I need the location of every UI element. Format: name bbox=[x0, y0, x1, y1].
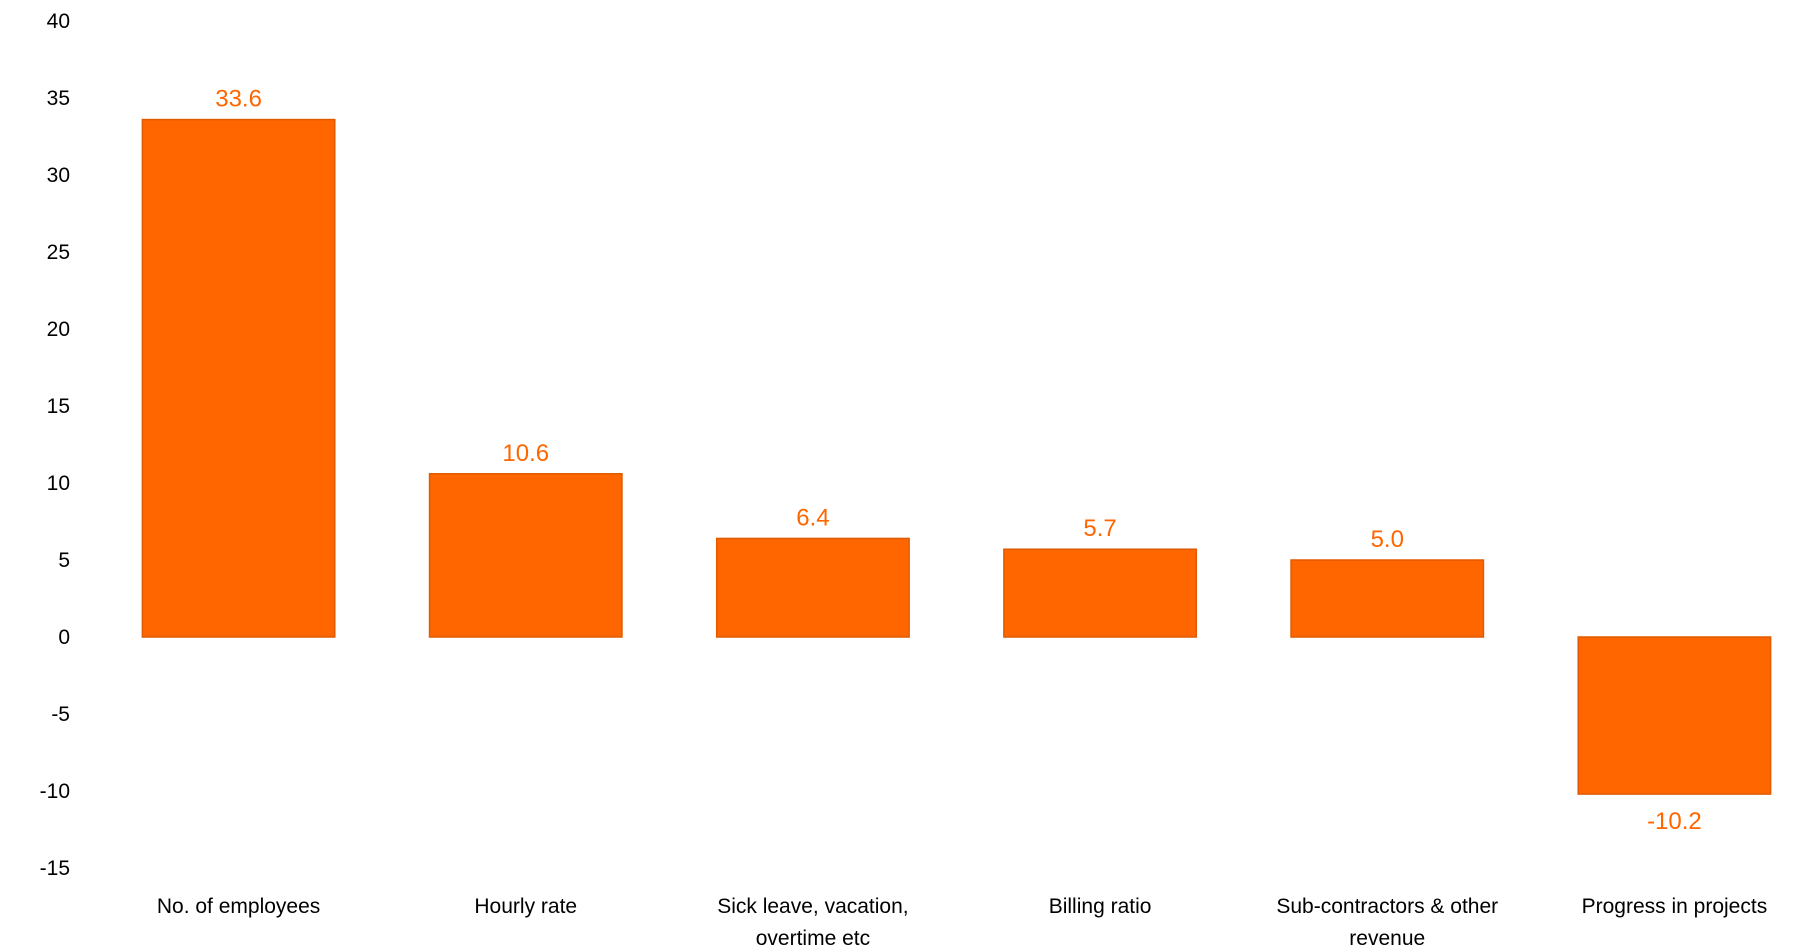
bar bbox=[1003, 548, 1198, 638]
category-label: No. of employees bbox=[157, 895, 320, 918]
y-tick-label: -15 bbox=[40, 857, 70, 880]
category-label: Sub-contractors & other revenue bbox=[1276, 895, 1498, 949]
y-tick-label: -10 bbox=[40, 780, 70, 803]
data-label: 5.0 bbox=[1371, 526, 1404, 553]
y-tick-label: 35 bbox=[47, 87, 70, 110]
data-label: 33.6 bbox=[215, 86, 262, 113]
bar bbox=[141, 118, 336, 638]
category-label: Hourly rate bbox=[474, 895, 577, 918]
data-label: 5.7 bbox=[1083, 515, 1116, 542]
y-tick-label: 25 bbox=[47, 241, 70, 264]
category-label-line: Sub-contractors & other bbox=[1276, 895, 1498, 918]
y-tick-label: 30 bbox=[47, 164, 70, 187]
bar bbox=[1577, 636, 1772, 795]
category-label-line: Sick leave, vacation, bbox=[717, 895, 908, 918]
category-label: Billing ratio bbox=[1049, 895, 1152, 918]
y-tick-label: 0 bbox=[58, 626, 70, 649]
bars bbox=[141, 118, 1772, 795]
category-label-line: Billing ratio bbox=[1049, 895, 1152, 918]
bar bbox=[1290, 559, 1485, 638]
y-tick-label: 10 bbox=[47, 472, 70, 495]
bar bbox=[715, 537, 910, 638]
y-axis: 40 35 30 25 20 15 10 5 0 -5 -10 -15 bbox=[40, 10, 70, 880]
data-label: 10.6 bbox=[502, 440, 549, 467]
category-label-line: overtime etc bbox=[756, 927, 870, 949]
bar bbox=[428, 473, 623, 638]
data-label: -10.2 bbox=[1647, 808, 1702, 835]
y-tick-label: 40 bbox=[47, 10, 70, 33]
y-tick-label: -5 bbox=[51, 703, 70, 726]
category-label-line: revenue bbox=[1349, 927, 1425, 949]
y-tick-label: 5 bbox=[58, 549, 70, 572]
category-label: Progress in projects bbox=[1582, 895, 1768, 918]
data-labels: 33.6 10.6 6.4 5.7 5.0 -10.2 bbox=[215, 86, 1702, 836]
category-label: Sick leave, vacation, overtime etc bbox=[717, 895, 908, 949]
category-label-line: Hourly rate bbox=[474, 895, 577, 918]
category-label-line: Progress in projects bbox=[1582, 895, 1768, 918]
category-label-line: No. of employees bbox=[157, 895, 320, 918]
data-label: 6.4 bbox=[796, 504, 829, 531]
y-tick-label: 20 bbox=[47, 318, 70, 341]
x-axis: No. of employees Hourly rate Sick leave, v… bbox=[157, 895, 1767, 949]
y-tick-label: 15 bbox=[47, 395, 70, 418]
